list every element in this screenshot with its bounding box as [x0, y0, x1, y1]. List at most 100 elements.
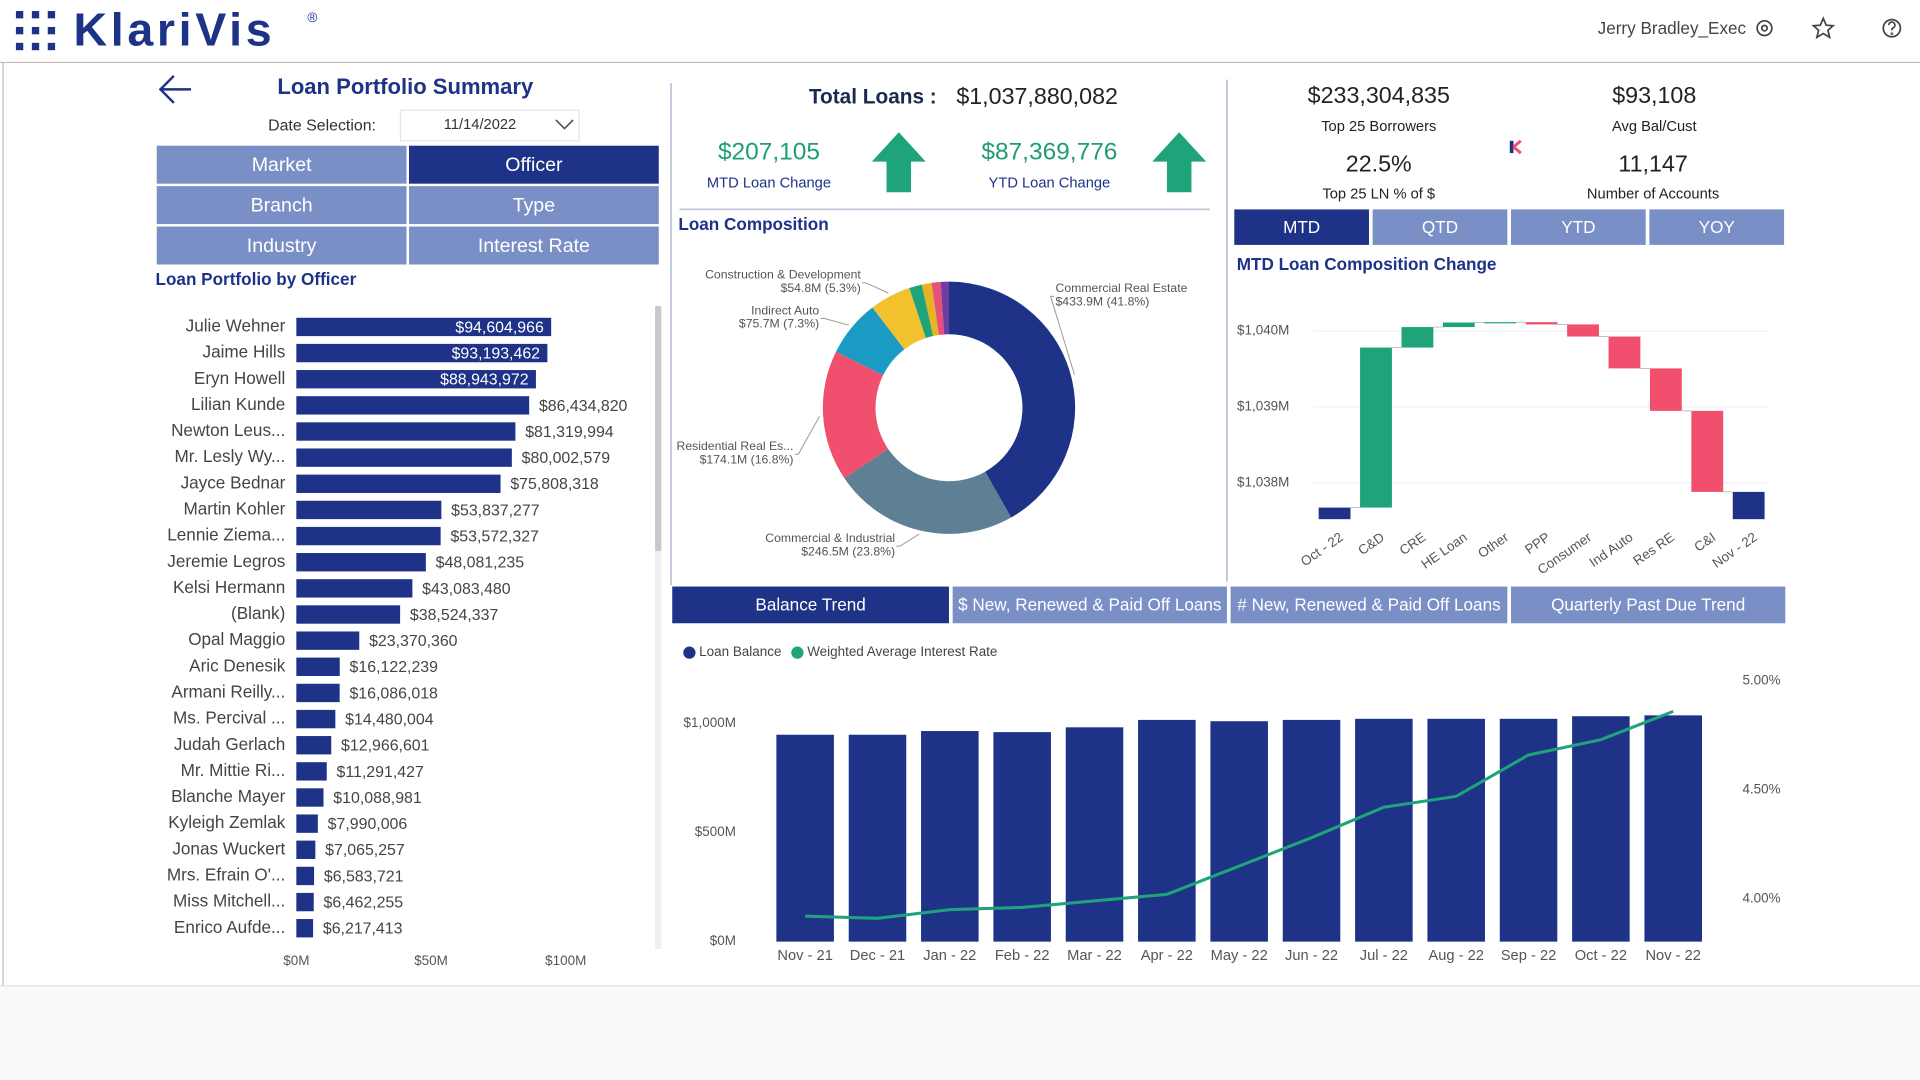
tab-background	[156, 145, 407, 184]
tab-background	[1511, 209, 1646, 245]
tab-background	[1230, 586, 1508, 624]
tab[interactable]: $ New, Renewed & Paid Off Loans	[952, 586, 1227, 624]
chart-title: MTD Loan Composition Change	[1237, 254, 1497, 274]
category-label: Lennie Ziema...	[167, 525, 285, 545]
footer-area	[0, 985, 1920, 1080]
bar	[296, 500, 442, 520]
tab[interactable]: Officer	[408, 145, 659, 184]
legend-label: Weighted Average Interest Rate	[807, 644, 997, 659]
tab[interactable]: YOY	[1649, 209, 1785, 245]
bar	[296, 474, 501, 493]
user-name[interactable]: Jerry Bradley_Exec	[1598, 18, 1747, 38]
category-label: Newton Leus...	[171, 420, 285, 440]
tab[interactable]: Interest Rate	[408, 226, 659, 265]
legend-marker	[683, 646, 696, 659]
tab[interactable]: MTD	[1234, 209, 1369, 245]
donut-slice	[940, 281, 949, 335]
category-label: Commercial & Industrial	[765, 531, 895, 545]
data-label: $53,572,327	[450, 529, 539, 546]
donut-slice	[909, 284, 934, 339]
back-button[interactable]	[158, 75, 192, 104]
waterfall-bar	[1318, 507, 1351, 520]
tab-label: MTD	[1283, 217, 1320, 237]
kpi-label: Total Loans :	[809, 85, 937, 108]
tab[interactable]: Branch	[156, 186, 407, 225]
tab[interactable]: QTD	[1372, 209, 1508, 245]
tab[interactable]: Quarterly Past Due Trend	[1511, 586, 1786, 624]
category-label: Residential Real Es...	[677, 439, 794, 453]
tab[interactable]: # New, Renewed & Paid Off Loans	[1230, 586, 1508, 624]
settings-icon[interactable]	[1756, 19, 1773, 37]
kpi-value: $1,037,880,082	[956, 83, 1118, 109]
help-icon[interactable]	[1882, 18, 1902, 38]
waterfall-bar	[1732, 491, 1765, 520]
bar	[296, 892, 314, 912]
x-tick-label: Jan - 22	[923, 948, 976, 964]
data-label: $14,480,004	[345, 712, 434, 729]
leader-line	[896, 533, 920, 547]
y2-tick-label: 5.00%	[1742, 672, 1780, 687]
bar	[296, 370, 536, 389]
x-tick-label: Mar - 22	[1067, 948, 1122, 964]
kpi-value: $93,108	[1612, 82, 1696, 108]
kpi-value: 22.5%	[1346, 150, 1412, 176]
tab[interactable]: Market	[156, 145, 407, 184]
data-label: $38,524,337	[410, 607, 499, 624]
tab-label: Quarterly Past Due Trend	[1551, 595, 1745, 615]
waterfall-bar	[1691, 410, 1724, 492]
tab-background	[1649, 209, 1785, 245]
tab[interactable]: Industry	[156, 226, 407, 265]
data-label: $43,083,480	[422, 581, 511, 598]
tab-label: Officer	[505, 154, 563, 176]
tab[interactable]: YTD	[1511, 209, 1646, 245]
bar	[296, 553, 426, 572]
tab-label: Interest Rate	[478, 235, 590, 257]
tab[interactable]: Balance Trend	[672, 586, 949, 624]
category-label: Lilian Kunde	[191, 394, 285, 414]
bar	[296, 866, 315, 886]
tab[interactable]: Type	[408, 186, 659, 225]
bar	[296, 448, 512, 467]
legend-label: Loan Balance	[699, 644, 781, 659]
data-label: $6,583,721	[324, 868, 404, 885]
chart-title: Loan Composition	[678, 214, 828, 234]
category-label: Blanche Mayer	[171, 786, 286, 806]
data-label: $75,808,318	[510, 476, 599, 493]
data-label: $6,217,413	[323, 921, 403, 938]
tab-background	[156, 226, 407, 265]
x-tick-label: $100M	[545, 953, 586, 968]
tab-label: $ New, Renewed & Paid Off Loans	[958, 595, 1221, 615]
category-label: Opal Maggio	[188, 629, 285, 649]
scrollbar[interactable]	[655, 306, 662, 552]
app-menu-icon[interactable]	[15, 11, 56, 51]
waterfall-bar	[1401, 327, 1434, 348]
bar	[296, 343, 548, 363]
line	[805, 709, 1674, 920]
data-label: $94,604,966	[455, 319, 544, 336]
bar	[848, 734, 907, 942]
data-label: $86,434,820	[539, 398, 628, 415]
date-dropdown[interactable]: 11/14/2022	[399, 109, 580, 142]
data-label: $93,193,462	[452, 346, 541, 363]
category-label: Enrico Aufde...	[174, 917, 285, 937]
data-label: $6,462,255	[324, 895, 404, 912]
x-tick-label: Jun - 22	[1285, 948, 1338, 964]
waterfall-bar	[1567, 324, 1599, 337]
bar	[296, 709, 336, 729]
tab-label: Type	[513, 194, 556, 216]
favorite-icon[interactable]	[1811, 16, 1836, 40]
mini-logo	[1509, 139, 1522, 155]
bar	[1065, 727, 1124, 942]
waterfall-bar	[1442, 322, 1475, 328]
leader-line	[1049, 295, 1075, 375]
y-tick-label: $1,000M	[684, 715, 736, 730]
waterfall-bar	[1360, 347, 1392, 508]
category-label: Jaime Hills	[203, 342, 286, 362]
bar	[296, 762, 327, 781]
tab-label: QTD	[1422, 217, 1458, 237]
category-label: Indirect Auto	[751, 303, 819, 317]
tab-label: YOY	[1699, 217, 1736, 237]
up-arrow	[871, 132, 926, 193]
